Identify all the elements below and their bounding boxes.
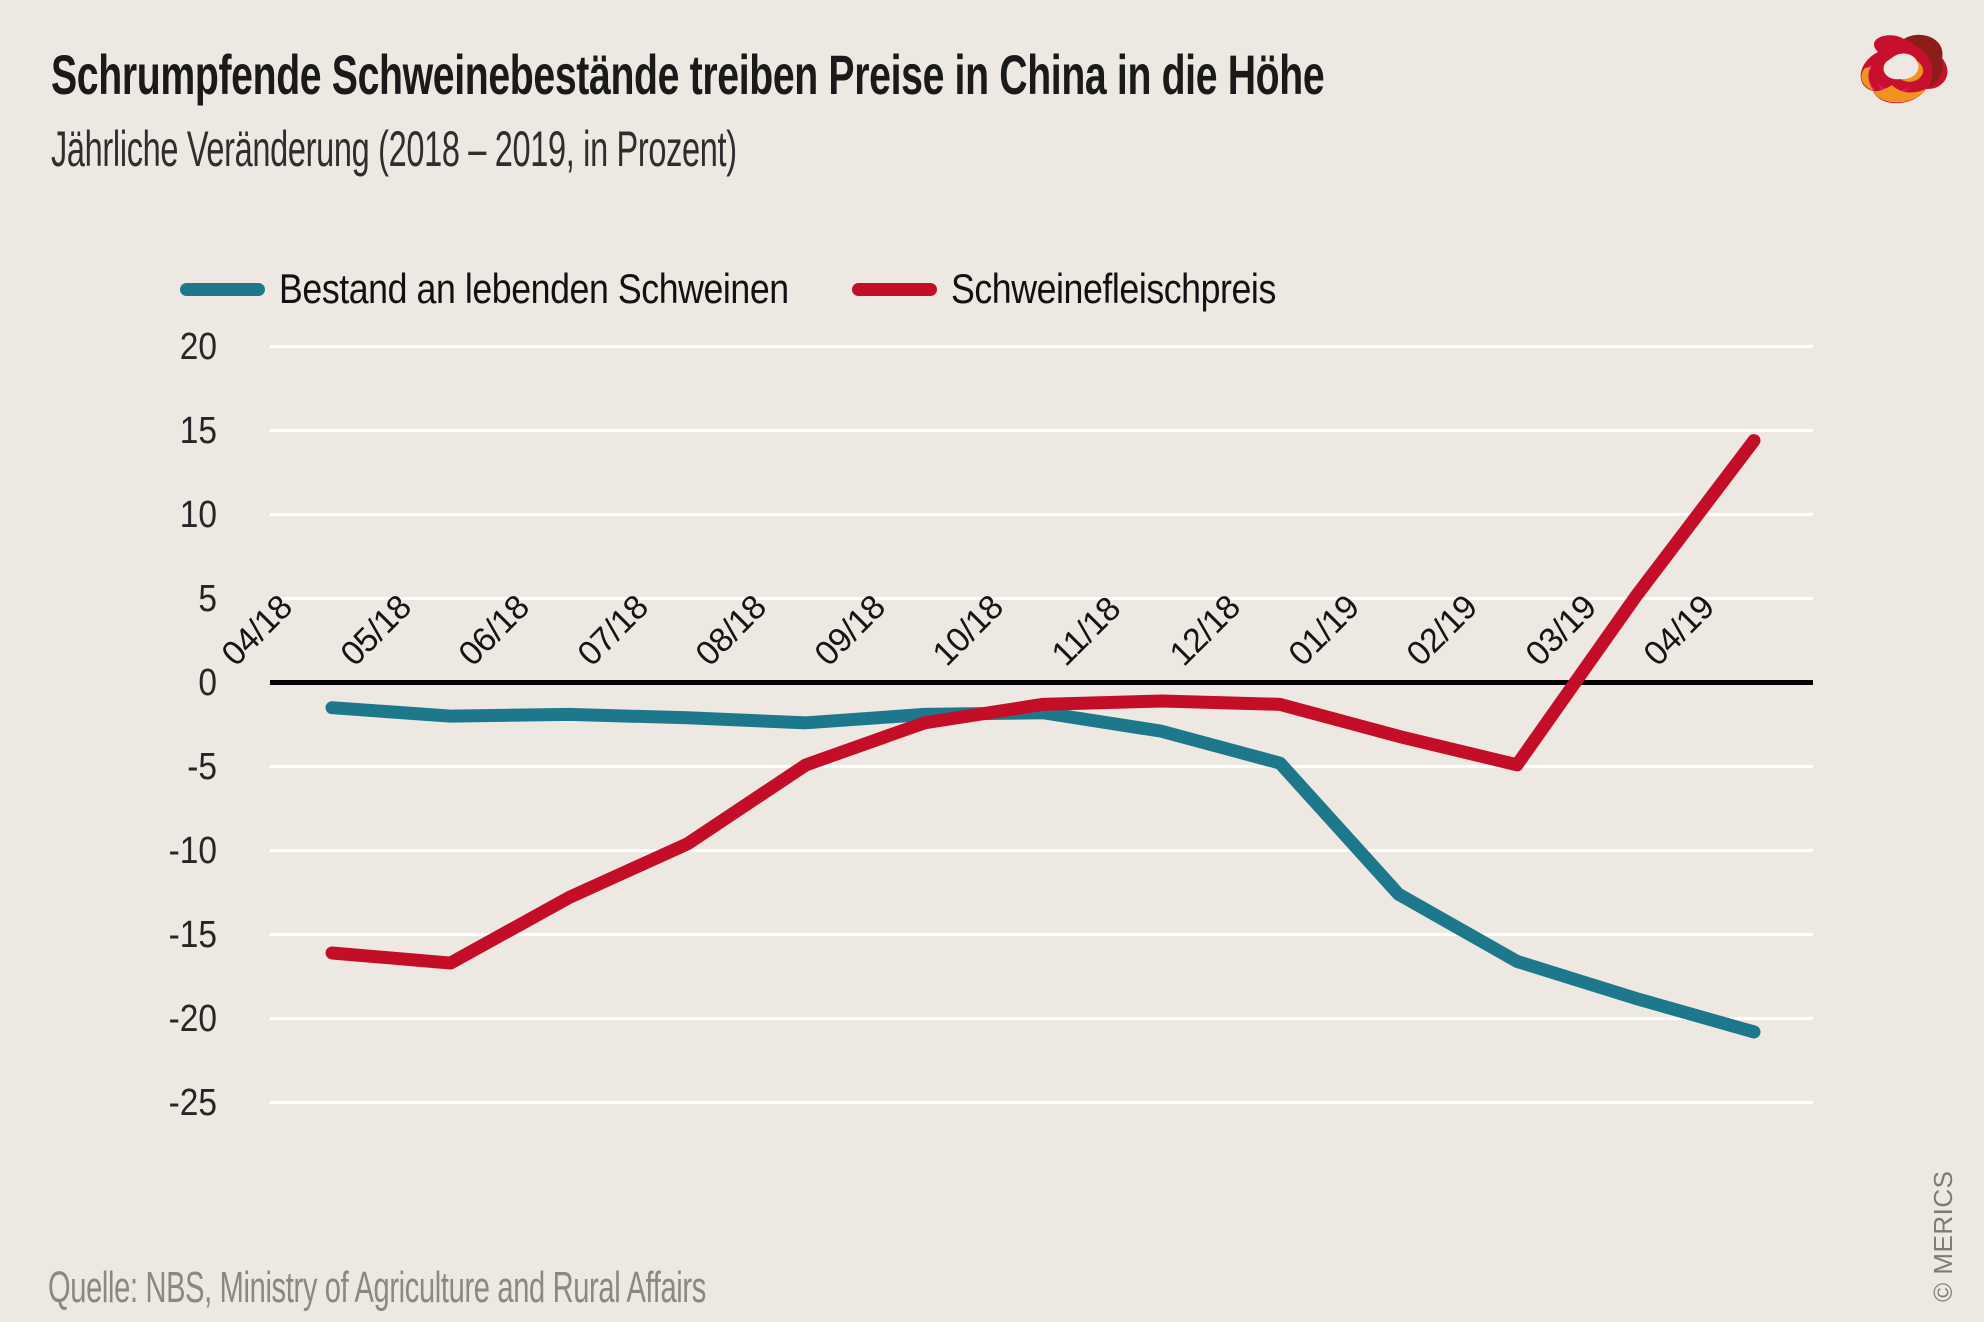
copyright-note: © MERICS (1928, 1170, 1958, 1303)
y-axis-label: -20 (168, 997, 217, 1040)
legend-swatch-pig-stock (180, 282, 265, 296)
gridlines (270, 345, 1813, 1104)
y-axis-label: 5 (198, 577, 217, 620)
merics-logo-icon (1860, 34, 1948, 104)
y-axis-label: -10 (168, 829, 217, 872)
source-note: Quelle: NBS, Ministry of Agriculture and… (48, 1263, 706, 1312)
y-axis-label: -5 (187, 745, 217, 788)
legend-item-pork-price: Schweinefleischpreis (852, 265, 1333, 312)
logo-ribbon-orange (1861, 61, 1926, 103)
y-axis-label: -15 (168, 913, 217, 956)
y-axis-label: 0 (198, 661, 217, 704)
legend-label-pig-stock: Bestand an lebenden Schweinen (279, 265, 789, 312)
legend-label-pork-price: Schweinefleischpreis (951, 265, 1276, 312)
series-line-pig-stock (325, 701, 1761, 1039)
y-axis-label: 10 (179, 493, 217, 536)
series-line-pork-price (325, 434, 1761, 970)
legend-swatch-pork-price (852, 282, 937, 296)
legend-item-pig-stock: Bestand an lebenden Schweinen (180, 265, 879, 312)
y-axis-label: 15 (179, 409, 217, 452)
series-lines (325, 434, 1761, 1039)
y-axis-label: 20 (179, 325, 217, 368)
chart-title: Schrumpfende Schweinebestände treiben Pr… (51, 43, 1325, 106)
chart-subtitle: Jährliche Veränderung (2018 – 2019, in P… (51, 121, 737, 177)
logo-swoosh-darkred (1904, 34, 1943, 88)
y-axis-label: -25 (168, 1081, 217, 1124)
